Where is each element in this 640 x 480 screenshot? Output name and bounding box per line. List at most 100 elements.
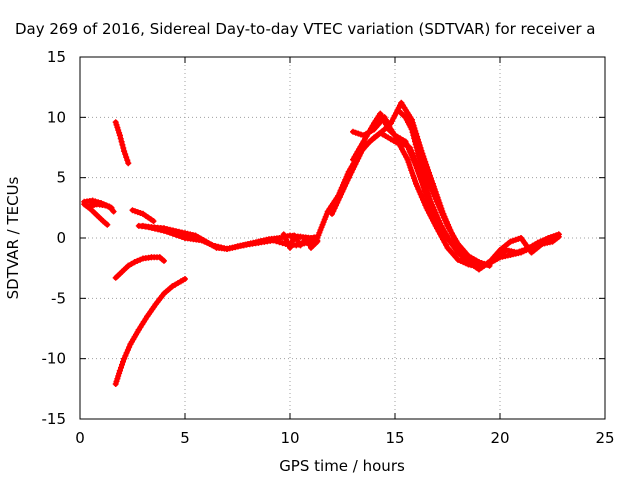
data-point [322, 213, 329, 220]
x-tick-label: 5 [180, 429, 190, 447]
data-point [408, 167, 415, 174]
data-point [287, 244, 293, 251]
data-point [218, 244, 225, 251]
data-point [125, 160, 132, 167]
data-point [113, 378, 120, 385]
data-point [161, 227, 167, 234]
data-point [170, 230, 176, 237]
x-tick-label: 10 [280, 429, 299, 447]
data-point [140, 222, 146, 229]
x-axis-label: GPS time / hours [279, 457, 405, 475]
data-point [89, 197, 96, 204]
data-point [406, 161, 413, 168]
y-tick-label: 0 [56, 229, 66, 247]
data-point [124, 347, 131, 353]
data-point [118, 138, 125, 145]
data-point [352, 129, 359, 136]
data-point [428, 201, 435, 208]
data-point [122, 151, 129, 158]
data-point [421, 169, 428, 176]
x-tick-label: 20 [490, 429, 509, 447]
data-point [152, 225, 158, 232]
data-point [434, 214, 441, 221]
series-track-7 [140, 222, 321, 252]
data-point [431, 206, 438, 213]
data-point [408, 126, 415, 133]
data-point [421, 199, 428, 206]
data-point [411, 135, 418, 142]
data-point [332, 202, 339, 209]
data-point [432, 209, 439, 216]
data-point [158, 227, 164, 234]
data-point [555, 233, 562, 240]
data-point [116, 370, 123, 377]
data-point [119, 141, 126, 148]
data-point [457, 257, 464, 264]
data-point [478, 260, 485, 266]
data-point [441, 214, 447, 221]
data-point [432, 196, 439, 203]
data-point [118, 364, 124, 371]
data-point [279, 240, 286, 247]
y-tick-label: 10 [47, 108, 66, 126]
data-point [146, 224, 152, 231]
data-point [134, 257, 141, 264]
data-point [418, 194, 425, 201]
data-point [330, 208, 337, 215]
axes: 0 5 10 15 20 25 -15 -10 -5 0 5 10 15 [42, 48, 615, 447]
data-point [116, 367, 123, 374]
series-track-8 [280, 231, 321, 251]
data-point [412, 178, 419, 184]
x-tick-label: 15 [385, 429, 404, 447]
data-point [341, 183, 348, 189]
series-track-14 [350, 114, 487, 269]
data-point [349, 166, 356, 173]
data-point [173, 231, 179, 238]
data-point [410, 152, 417, 159]
data-point [289, 238, 296, 245]
data-point [417, 191, 424, 198]
data-point [143, 223, 149, 230]
data-point [126, 344, 133, 351]
data-point [406, 144, 413, 151]
data-point [104, 221, 111, 228]
data-point [232, 244, 239, 251]
data-point [424, 190, 431, 197]
data-point [128, 260, 135, 267]
data-point [336, 194, 343, 201]
data-point [182, 276, 188, 282]
data-point [427, 182, 433, 189]
data-point [442, 217, 449, 224]
data-point [155, 226, 161, 233]
series-track-15 [396, 108, 493, 269]
data-point [435, 217, 442, 224]
data-point [314, 235, 321, 241]
data-point [123, 154, 130, 161]
series-track-9 [112, 254, 167, 281]
data-point [425, 193, 432, 200]
data-point [416, 153, 422, 160]
data-point [124, 157, 131, 164]
data-point [179, 234, 185, 240]
data-point [122, 352, 129, 359]
data-point [407, 164, 414, 171]
data-point [405, 159, 412, 166]
data-point [422, 172, 429, 178]
data-point [131, 259, 138, 266]
series-track-3 [85, 201, 115, 211]
y-tick-label: -5 [51, 289, 66, 307]
data-point [414, 183, 421, 190]
data-point [419, 163, 426, 170]
data-point [282, 234, 288, 240]
data-point [433, 212, 440, 219]
data-point [407, 147, 414, 154]
grid-lines [80, 57, 605, 419]
data-point [343, 180, 350, 187]
data-point [348, 169, 355, 176]
data-point [431, 193, 438, 200]
data-point [424, 177, 431, 184]
data-point [117, 135, 124, 142]
data-point [320, 219, 327, 226]
data-point [415, 150, 422, 157]
